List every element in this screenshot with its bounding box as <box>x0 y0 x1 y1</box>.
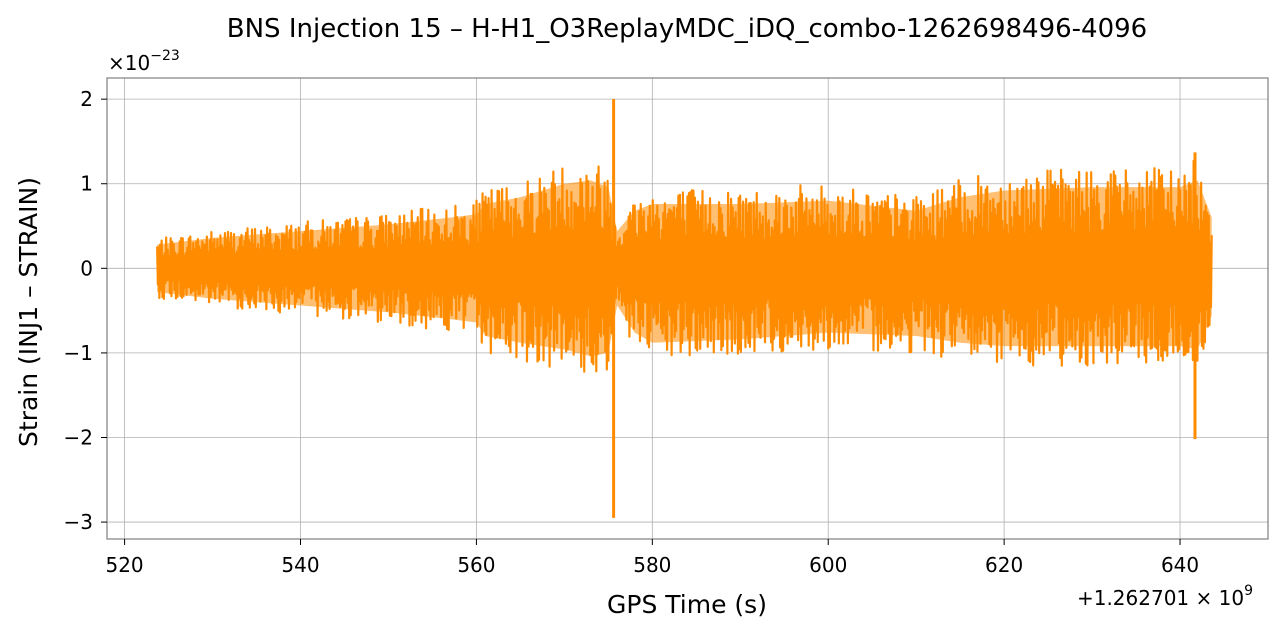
y-scale-factor: ×10−23 <box>108 48 180 75</box>
y-tick-label: −2 <box>64 425 93 449</box>
x-offset-factor: +1.262701 × 109 <box>1077 583 1253 610</box>
x-tick-label: 620 <box>985 553 1023 577</box>
y-tick-label: 2 <box>80 87 93 111</box>
y-tick-label: 0 <box>80 256 93 280</box>
strain-envelope-fill <box>157 180 1212 357</box>
y-tick-label: −1 <box>64 341 93 365</box>
chart-title: BNS Injection 15 – H-H1_O3ReplayMDC_iDQ_… <box>227 14 1147 44</box>
x-offset-exponent: 9 <box>1244 583 1253 599</box>
x-axis-label: GPS Time (s) <box>607 590 767 619</box>
x-tick-label: 520 <box>105 553 143 577</box>
y-scale-exponent: −23 <box>150 48 180 64</box>
x-tick-label: 640 <box>1161 553 1199 577</box>
plot-frame <box>106 77 1269 540</box>
y-tick-label: 1 <box>80 172 93 196</box>
x-tick-label: 600 <box>809 553 847 577</box>
x-tick-label: 540 <box>281 553 319 577</box>
y-scale-base: ×10 <box>108 51 150 75</box>
x-axis-ticks: 520 540 560 580 600 620 640 <box>105 539 1199 577</box>
x-tick-label: 580 <box>633 553 671 577</box>
x-offset-base: +1.262701 × 10 <box>1077 586 1244 610</box>
y-axis-ticks: −3 −2 −1 0 1 2 <box>64 87 107 534</box>
x-tick-label: 560 <box>457 553 495 577</box>
strain-series <box>156 99 1213 518</box>
y-axis-label: Strain (INJ1 – STRAIN) <box>14 177 43 447</box>
y-tick-label: −3 <box>64 510 93 534</box>
